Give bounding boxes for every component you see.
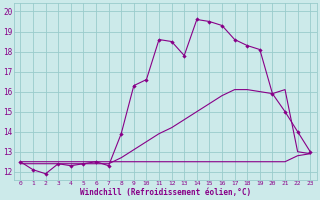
X-axis label: Windchill (Refroidissement éolien,°C): Windchill (Refroidissement éolien,°C) [80, 188, 251, 197]
